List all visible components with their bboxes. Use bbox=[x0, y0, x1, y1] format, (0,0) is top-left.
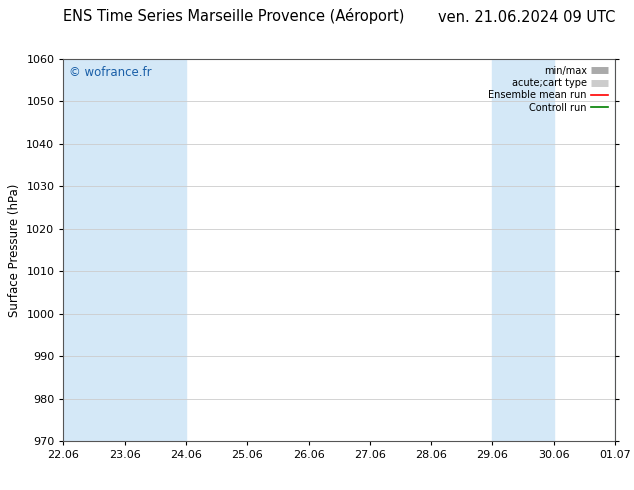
Legend: min/max, acute;cart type, Ensemble mean run, Controll run: min/max, acute;cart type, Ensemble mean … bbox=[484, 62, 612, 117]
Bar bbox=[493, 59, 553, 441]
Bar bbox=[615, 59, 634, 441]
Text: © wofrance.fr: © wofrance.fr bbox=[69, 67, 152, 79]
Y-axis label: Surface Pressure (hPa): Surface Pressure (hPa) bbox=[8, 183, 21, 317]
Bar bbox=[63, 59, 186, 441]
Text: ven. 21.06.2024 09 UTC: ven. 21.06.2024 09 UTC bbox=[437, 9, 615, 24]
Text: ENS Time Series Marseille Provence (Aéroport): ENS Time Series Marseille Provence (Aéro… bbox=[63, 8, 404, 24]
